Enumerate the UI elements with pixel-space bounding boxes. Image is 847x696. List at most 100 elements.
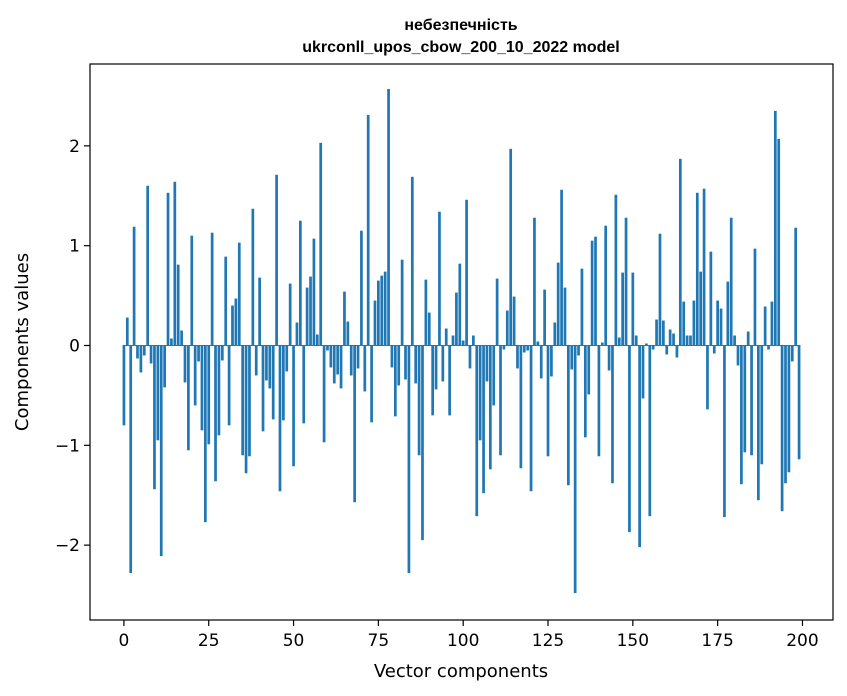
bar-195 [784,345,787,484]
bar-70 [360,230,363,346]
bar-169 [695,192,699,346]
bar-80 [393,345,397,417]
bar-191 [770,301,774,346]
bar-47 [282,345,285,421]
bar-84 [407,345,411,574]
bar-173 [709,251,713,346]
bar-134 [577,345,580,356]
bar-193 [777,138,781,346]
bar-197 [790,345,794,362]
bar-198 [794,227,798,346]
bar-35 [241,345,245,456]
bar-73 [370,345,373,423]
bar-194 [780,345,784,512]
bar-166 [685,335,689,346]
bar-27 [214,345,217,482]
bar-100 [461,340,465,346]
bar-148 [624,217,628,346]
bar-37 [248,345,251,457]
bar-142 [604,225,608,346]
bar-85 [410,176,414,346]
bar-155 [648,345,652,517]
y-tick-label-0: 0 [69,336,80,356]
bar-188 [760,345,764,465]
bar-165 [682,301,686,346]
bar-75 [377,280,380,346]
bar-40 [258,277,261,346]
x-tick-label-200: 200 [786,631,818,651]
bar-64 [339,345,343,389]
bar-138 [590,240,594,346]
bar-154 [645,343,648,346]
bar-176 [719,308,723,346]
bar-181 [736,345,740,366]
bar-159 [662,320,665,346]
bar-96 [448,345,451,416]
bar-32 [231,305,234,346]
bar-160 [665,345,669,355]
bar-107 [485,345,489,382]
bar-144 [611,345,614,484]
bar-137 [587,345,591,395]
x-tick-label-100: 100 [447,631,479,651]
bar-106 [482,345,485,494]
bar-199 [797,345,801,460]
bar-108 [488,345,492,470]
bar-103 [472,335,475,346]
bar-58 [319,142,323,346]
x-tick-label-75: 75 [368,631,390,651]
bar-97 [451,335,455,346]
bar-3 [132,226,136,346]
bar-184 [746,331,750,346]
bar-112 [502,345,506,350]
bar-46 [278,345,282,492]
bar-95 [444,328,448,346]
bar-171 [702,188,706,346]
bar-17 [180,330,183,346]
bar-187 [757,345,760,501]
bar-83 [404,345,407,380]
bar-65 [343,291,346,346]
bar-116 [516,345,519,369]
plot-frame [89,63,834,621]
bar-196 [787,345,791,473]
bar-119 [526,345,530,351]
bar-127 [553,322,557,346]
bar-67 [349,345,353,376]
bar-120 [529,345,533,492]
bar-81 [397,345,401,386]
bar-78 [387,88,390,346]
bar-104 [475,345,479,517]
bar-126 [550,345,553,377]
bar-88 [421,345,424,541]
bar-11 [159,345,163,557]
bar-172 [706,345,709,410]
bar-125 [546,345,550,457]
bar-28 [217,345,221,436]
bar-146 [617,337,621,346]
bar-41 [261,345,265,432]
bar-170 [699,271,703,346]
bar-7 [146,185,150,346]
bar-179 [729,217,733,346]
bar-118 [522,345,526,353]
bar-2 [129,345,133,574]
y-tick-label-2: 2 [69,137,80,157]
bar-19 [187,345,190,451]
bar-1 [125,317,129,346]
y-axis-ticks: −2 −1 0 1 2 [55,137,90,556]
bar-136 [583,345,587,438]
bar-183 [743,345,747,453]
bar-180 [733,335,736,346]
x-tick-label-25: 25 [198,631,220,651]
bar-141 [600,342,604,346]
bar-92 [434,345,438,390]
bar-94 [441,345,445,382]
bar-51 [295,322,299,346]
bar-101 [465,199,468,346]
bar-71 [363,345,367,392]
bar-157 [655,319,658,346]
bar-30 [224,256,228,346]
bar-86 [414,345,418,384]
